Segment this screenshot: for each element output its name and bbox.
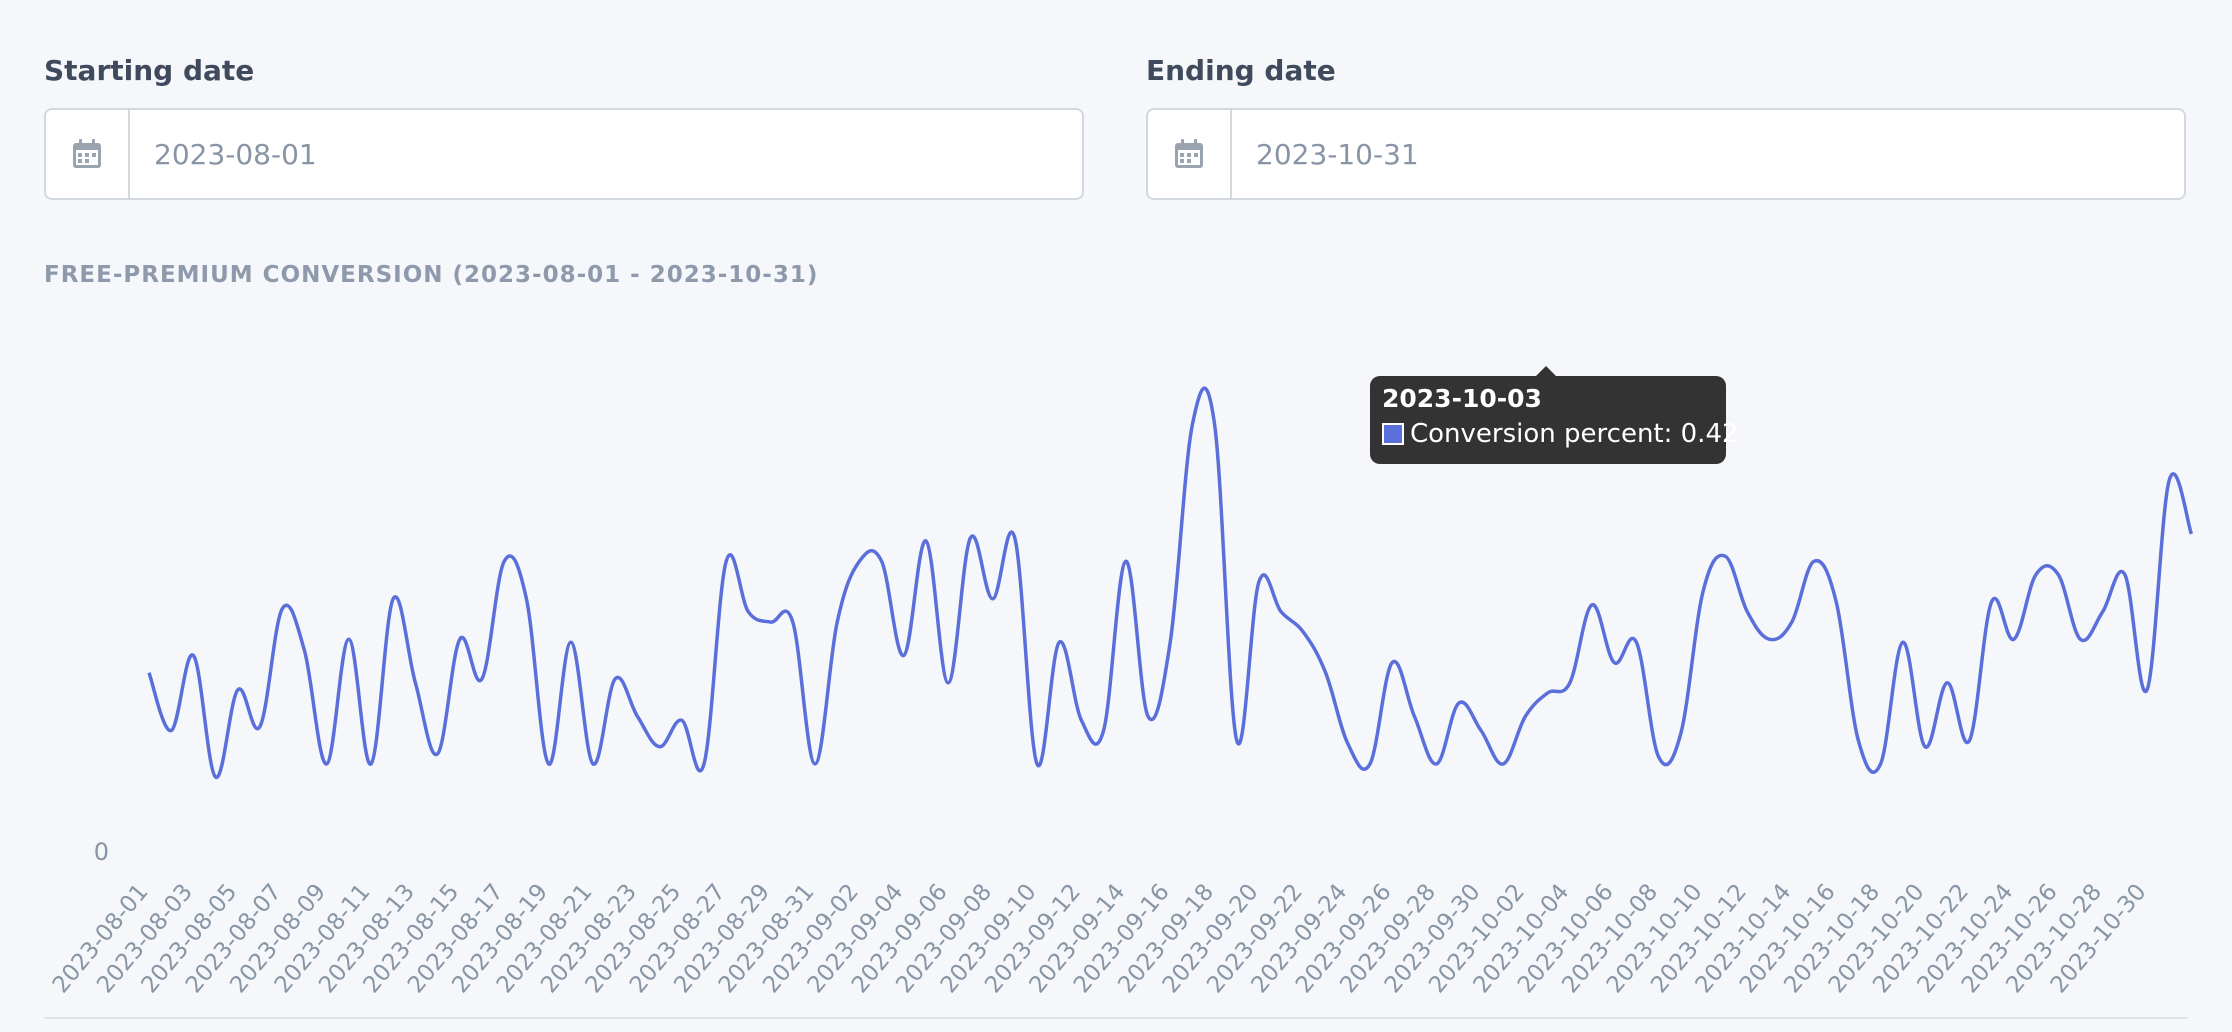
y-tick-label: 0 [94,838,109,866]
starting-date-value: 2023-08-01 [154,137,317,171]
chart-tooltip: 2023-10-03 Conversion percent: 0.42 [1370,366,1739,464]
ending-date-label: Ending date [1146,54,1336,87]
calendar-icon[interactable] [1148,110,1232,198]
tooltip-pointer [1536,366,1556,376]
tooltip-series-swatch [1382,423,1404,445]
ending-date-input[interactable]: 2023-10-31 [1146,108,2186,200]
starting-date-label: Starting date [44,54,255,87]
ending-date-value: 2023-10-31 [1256,137,1419,171]
conversion-series-line[interactable] [147,386,2194,779]
calendar-icon[interactable] [46,110,130,198]
chart-title: FREE-PREMIUM CONVERSION (2023-08-01 - 20… [44,262,819,288]
tooltip-date: 2023-10-03 [1382,384,1542,413]
tooltip-series-value: Conversion percent: 0.42 [1410,419,1739,449]
starting-date-input[interactable]: 2023-08-01 [44,108,1084,200]
